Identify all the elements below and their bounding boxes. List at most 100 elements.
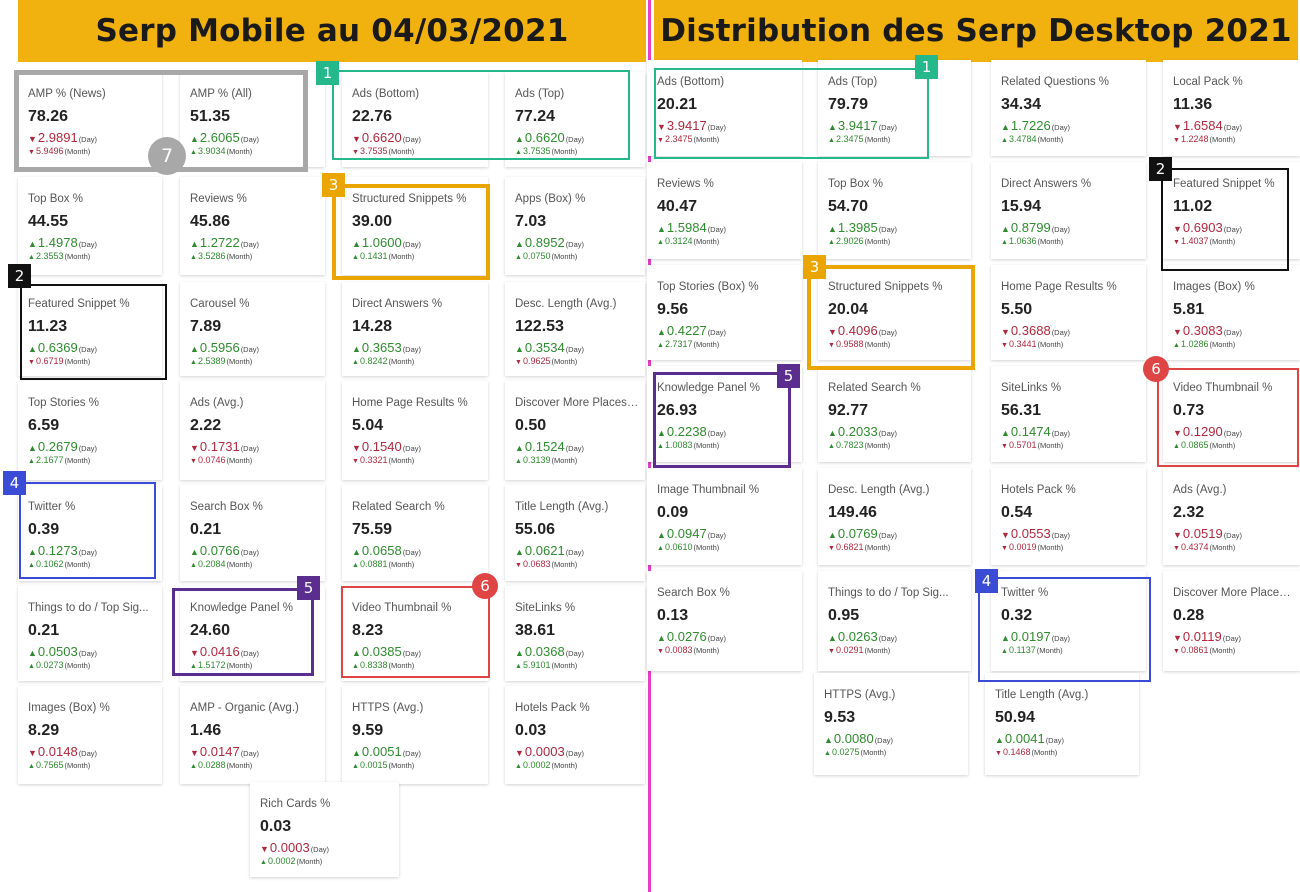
- day-unit: (Day): [402, 749, 422, 758]
- desktop-card-structured-snippets[interactable]: Structured Snippets % 20.04 ▼0.4096(Day) ▼0…: [818, 265, 971, 360]
- desktop-card-top-box[interactable]: Top Box % 54.70 ▲1.3985(Day) ▲2.9026(Month): [818, 162, 971, 259]
- mobile-card-direct-answers[interactable]: Direct Answers % 14.28 ▲0.3653(Day) ▲0.8242…: [342, 282, 488, 376]
- mobile-card-amp-news[interactable]: AMP % (News) 78.26 ▼2.9891(Day) ▼5.9496(Mon…: [18, 72, 162, 167]
- arrow-up-icon: ▲: [352, 562, 359, 569]
- desktop-card-ads-top[interactable]: Ads (Top) 79.79 ▲3.9417(Day) ▲2.3475(Month): [818, 60, 971, 156]
- month-unit: (Month): [1209, 543, 1236, 552]
- metric-value: 122.53: [515, 318, 564, 335]
- mobile-card-related-search[interactable]: Related Search % 75.59 ▲0.0658(Day) ▲0.0881…: [342, 485, 488, 581]
- arrow-down-icon: ▼: [190, 748, 199, 758]
- month-unit: (Month): [1209, 441, 1236, 450]
- metric-value: 79.79: [828, 96, 869, 113]
- arrow-down-icon: ▼: [260, 844, 269, 854]
- desktop-card-video-thumbnail[interactable]: Video Thumbnail % 0.73 ▼0.1290(Day) ▲0.0865…: [1163, 366, 1300, 462]
- mobile-card-amp-organic-avg[interactable]: AMP - Organic (Avg.) 1.46 ▼0.0147(Day) ▲0.0…: [180, 686, 325, 784]
- day-change: ▼0.0003(Day): [515, 744, 584, 759]
- desktop-card-discover-more-places[interactable]: Discover More Places ... 0.28 ▼0.0119(Day)…: [1163, 571, 1300, 671]
- day-unit: (Day): [402, 240, 422, 249]
- metric-label: Discover More Places ...: [1173, 587, 1294, 599]
- desktop-card-things-to-do-top-sig[interactable]: Things to do / Top Sig... 0.95 ▲0.0263(Day…: [818, 571, 971, 671]
- mobile-card-rich-cards[interactable]: Rich Cards % 0.03 ▼0.0003(Day) ▲0.0002(Mont…: [250, 782, 399, 877]
- mobile-card-featured-snippet[interactable]: Featured Snippet % 11.23 ▲0.6369(Day) ▼0.67…: [18, 282, 162, 376]
- day-change: ▼0.0003(Day): [260, 840, 329, 855]
- mobile-card-reviews[interactable]: Reviews % 45.86 ▲1.2722(Day) ▲3.5286(Month): [180, 177, 325, 275]
- mobile-card-twitter[interactable]: Twitter % 0.39 ▲0.1273(Day) ▲0.1062(Month): [18, 485, 162, 581]
- month-change-value: 5.9496: [35, 146, 64, 156]
- desktop-card-desc-length-avg[interactable]: Desc. Length (Avg.) 149.46 ▲0.0769(Day) ▼0.…: [818, 468, 971, 565]
- mobile-card-structured-snippets[interactable]: Structured Snippets % 39.00 ▲1.0600(Day) ▲0…: [342, 177, 488, 275]
- desktop-card-featured-snippet[interactable]: Featured Snippet % 11.02 ▼0.6903(Day) ▼1.40…: [1163, 162, 1300, 259]
- day-change-value: 0.0263: [837, 629, 878, 644]
- metric-value: 0.54: [1001, 504, 1033, 521]
- mobile-card-apps-box[interactable]: Apps (Box) % 7.03 ▲0.8952(Day) ▲0.0750(Mont…: [505, 177, 645, 275]
- day-change: ▲0.0368(Day): [515, 644, 584, 659]
- metric-label: Hotels Pack %: [1001, 484, 1076, 496]
- mobile-card-carousel[interactable]: Carousel % 7.89 ▲0.5956(Day) ▲2.5389(Month): [180, 282, 325, 376]
- day-unit: (Day): [565, 548, 585, 557]
- desktop-card-top-stories-box[interactable]: Top Stories (Box) % 9.56 ▲0.4227(Day) ▲2.73…: [647, 265, 802, 360]
- month-unit: (Month): [551, 147, 578, 156]
- desktop-card-local-pack[interactable]: Local Pack % 11.36 ▼1.6584(Day) ▼1.2248(Mon…: [1163, 60, 1300, 156]
- desktop-card-sitelinks[interactable]: SiteLinks % 56.31 ▲0.1474(Day) ▼0.5701(Mont…: [991, 366, 1146, 462]
- arrow-up-icon: ▲: [352, 239, 361, 249]
- mobile-card-video-thumbnail[interactable]: Video Thumbnail % 8.23 ▲0.0385(Day) ▲0.8338…: [342, 586, 488, 681]
- mobile-card-things-to-do-top-sig[interactable]: Things to do / Top Sig... 0.21 ▲0.0503(Day…: [18, 586, 162, 681]
- mobile-card-title-length-avg[interactable]: Title Length (Avg.) 55.06 ▲0.0621(Day) ▼0.0…: [505, 485, 645, 581]
- day-change: ▲1.3985(Day): [828, 220, 897, 235]
- arrow-up-icon: ▲: [657, 545, 664, 552]
- desktop-card-related-search[interactable]: Related Search % 92.77 ▲0.2033(Day) ▲0.7823…: [818, 366, 971, 462]
- desktop-card-image-thumbnail[interactable]: Image Thumbnail % 0.09 ▲0.0947(Day) ▲0.0610…: [647, 468, 802, 565]
- desktop-card-related-questions[interactable]: Related Questions % 34.34 ▲1.7226(Day) ▲3.4…: [991, 60, 1146, 156]
- mobile-card-desc-length-avg[interactable]: Desc. Length (Avg.) 122.53 ▲0.3534(Day) ▼0.…: [505, 282, 645, 376]
- mobile-twitter-highlight: [19, 482, 156, 579]
- mobile-card-top-box[interactable]: Top Box % 44.55 ▲1.4978(Day) ▲2.3553(Month): [18, 177, 162, 275]
- desktop-card-twitter[interactable]: Twitter % 0.32 ▲0.0197(Day) ▲0.1137(Month): [991, 571, 1146, 671]
- day-unit: (Day): [240, 345, 260, 354]
- desktop-card-search-box[interactable]: Search Box % 0.13 ▲0.0276(Day) ▼0.0083(Mont…: [647, 571, 802, 671]
- desktop-card-ads-bottom[interactable]: Ads (Bottom) 20.21 ▼3.9417(Day) ▼2.3475(Mon…: [647, 60, 802, 156]
- metric-value: 149.46: [828, 504, 877, 521]
- metric-value: 8.23: [352, 622, 384, 639]
- mobile-card-discover-more-places[interactable]: Discover More Places ... 0.50 ▲0.1524(Day)…: [505, 381, 645, 480]
- mobile-card-hotels-pack[interactable]: Hotels Pack % 0.03 ▼0.0003(Day) ▲0.0002(Mon…: [505, 686, 645, 784]
- month-unit: (Month): [388, 761, 415, 770]
- desktop-card-https-avg[interactable]: HTTPS (Avg.) 9.53 ▲0.0080(Day) ▲0.0275(Mont…: [814, 673, 968, 775]
- desktop-card-direct-answers[interactable]: Direct Answers % 15.94 ▲0.8799(Day) ▲1.0636…: [991, 162, 1146, 259]
- month-unit: (Month): [226, 357, 253, 366]
- metric-value: 0.03: [260, 818, 292, 835]
- arrow-down-icon: ▼: [1173, 428, 1182, 438]
- metric-label: HTTPS (Avg.): [352, 702, 424, 714]
- desktop-card-images-box[interactable]: Images (Box) % 5.81 ▼0.3083(Day) ▲1.0286(Mo…: [1163, 265, 1300, 360]
- mobile-card-sitelinks[interactable]: SiteLinks % 38.61 ▲0.0368(Day) ▲5.9101(Mont…: [505, 586, 645, 681]
- day-change: ▼0.1540(Day): [352, 439, 421, 454]
- mobile-card-amp-all[interactable]: AMP % (All) 51.35 ▲2.6065(Day) ▲3.9034(Mont…: [180, 72, 325, 167]
- mobile-card-knowledge-panel[interactable]: Knowledge Panel % 24.60 ▼0.0416(Day) ▲1.517…: [180, 586, 325, 681]
- day-unit: (Day): [1051, 328, 1071, 337]
- mobile-card-home-page-results[interactable]: Home Page Results % 5.04 ▼0.1540(Day) ▼0.33…: [342, 381, 488, 480]
- mobile-card-https-avg[interactable]: HTTPS (Avg.) 9.59 ▲0.0051(Day) ▲0.0015(Mont…: [342, 686, 488, 784]
- mobile-card-search-box[interactable]: Search Box % 0.21 ▲0.0766(Day) ▲0.2084(Mont…: [180, 485, 325, 581]
- mobile-card-images-box[interactable]: Images (Box) % 8.29 ▼0.0148(Day) ▲0.7565(Mo…: [18, 686, 162, 784]
- month-unit: (Month): [64, 761, 91, 770]
- day-change: ▲0.1474(Day): [1001, 424, 1070, 439]
- desktop-card-title-length-avg[interactable]: Title Length (Avg.) 50.94 ▲0.0041(Day) ▼0.1…: [985, 673, 1139, 775]
- mobile-card-top-stories[interactable]: Top Stories % 6.59 ▲0.2679(Day) ▲2.1677(Mon…: [18, 381, 162, 480]
- month-unit: (Month): [693, 441, 720, 450]
- desktop-card-reviews[interactable]: Reviews % 40.47 ▲1.5984(Day) ▲0.3124(Month): [647, 162, 802, 259]
- mobile-card-ads-avg[interactable]: Ads (Avg.) 2.22 ▼0.1731(Day) ▼0.0746(Month): [180, 381, 325, 480]
- desktop-card-knowledge-panel[interactable]: Knowledge Panel % 26.93 ▲0.2238(Day) ▲1.008…: [647, 366, 802, 462]
- arrow-up-icon: ▲: [515, 443, 524, 453]
- day-unit: (Day): [878, 634, 898, 643]
- desktop-card-hotels-pack[interactable]: Hotels Pack % 0.54 ▼0.0553(Day) ▼0.0019(Mon…: [991, 468, 1146, 565]
- arrow-down-icon: ▼: [190, 458, 197, 465]
- metric-label: Top Box %: [828, 178, 883, 190]
- day-change: ▲0.0769(Day): [828, 526, 897, 541]
- desktop-title: Distribution des Serp Desktop 2021: [660, 13, 1292, 49]
- desktop-card-home-page-results[interactable]: Home Page Results % 5.50 ▼0.3688(Day) ▼0.34…: [991, 265, 1146, 360]
- metric-value: 0.03: [515, 722, 547, 739]
- mobile-card-ads-bottom[interactable]: Ads (Bottom) 22.76 ▼0.6620(Day) ▼3.7535(Mon…: [342, 72, 488, 167]
- month-change: ▲3.5286(Month): [190, 251, 252, 261]
- desktop-card-ads-avg[interactable]: Ads (Avg.) 2.32 ▼0.0519(Day) ▼0.4374(Month): [1163, 468, 1300, 565]
- mobile-card-ads-top[interactable]: Ads (Top) 77.24 ▲0.6620(Day) ▲3.7535(Month): [505, 72, 645, 167]
- month-change-value: 1.0083: [664, 440, 693, 450]
